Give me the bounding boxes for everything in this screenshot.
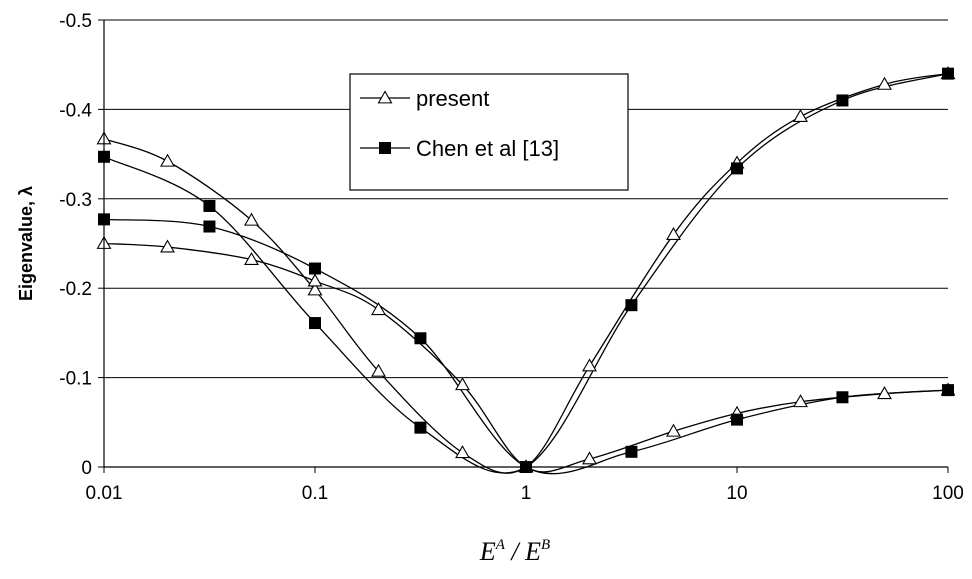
y-tick-label: -0.1 <box>59 369 92 390</box>
present-marker <box>793 394 808 408</box>
present-marker <box>307 282 323 296</box>
chen-marker <box>625 445 638 458</box>
y-tick-label: -0.2 <box>59 279 92 300</box>
present-marker <box>877 386 892 400</box>
x-axis-label-e2: E <box>524 537 541 566</box>
present-marker <box>793 108 808 122</box>
chen-marker <box>414 421 427 434</box>
present-marker <box>666 226 681 240</box>
present-marker <box>666 423 681 437</box>
y-tick-label: 0 <box>81 458 92 479</box>
present-marker <box>244 212 259 226</box>
x-tick-label: 100 <box>932 483 964 504</box>
present-marker <box>371 363 386 377</box>
present-marker <box>582 358 597 372</box>
grid-lines <box>104 19 948 379</box>
chen-marker <box>414 332 427 345</box>
x-tick-label: 0.01 <box>86 483 123 504</box>
chen-marker <box>942 384 954 397</box>
present-marker <box>455 377 470 391</box>
x-tick-label: 1 <box>521 483 532 504</box>
present-curve-2 <box>103 242 949 473</box>
present-marker <box>160 239 175 253</box>
x-tick-label: 0.1 <box>302 483 328 504</box>
y-axis-label: Eigenvalue, λ <box>16 186 36 301</box>
series-markers <box>96 66 956 473</box>
x-axis-label-sep: / <box>505 537 525 566</box>
chen-marker <box>203 220 216 233</box>
legend-chen-label: Chen et al [13] <box>416 136 559 161</box>
legend-present-label: present <box>416 86 489 111</box>
y-tick-label: -0.4 <box>59 100 92 121</box>
axis-ticks: 0 -0.1 -0.2 -0.3 -0.4 -0.5 0.01 0.1 1 10 100 <box>59 11 964 504</box>
chen-marker <box>625 299 638 312</box>
chen-marker <box>731 413 743 426</box>
present-marker <box>582 451 597 465</box>
chen-marker <box>203 199 216 212</box>
y-tick-label: -0.5 <box>59 11 92 32</box>
x-axis-label-sup-a: A <box>495 537 506 553</box>
present-marker <box>244 251 259 266</box>
chen-marker <box>309 317 321 330</box>
chen-curve-2 <box>103 218 949 475</box>
chen-marker <box>942 67 954 80</box>
present-marker <box>455 445 470 459</box>
x-axis-label-e: E <box>479 537 496 566</box>
chen-marker <box>836 94 849 107</box>
x-axis-label-sup-b: B <box>541 537 550 553</box>
chen-marker <box>836 391 849 404</box>
present-marker <box>371 302 386 316</box>
y-tick-label: -0.3 <box>59 190 92 211</box>
legend-chen-marker <box>379 142 391 154</box>
x-axis-label: EA / EB <box>479 537 550 566</box>
present-marker <box>160 153 175 167</box>
chen-marker <box>309 262 321 275</box>
legend-present-marker <box>377 90 393 104</box>
present-marker <box>877 76 892 90</box>
legend: present Chen et al [13] <box>349 73 629 191</box>
present-marker <box>307 273 323 287</box>
legend-box <box>349 73 629 191</box>
chen-marker <box>731 162 743 175</box>
x-tick-label: 10 <box>726 483 747 504</box>
